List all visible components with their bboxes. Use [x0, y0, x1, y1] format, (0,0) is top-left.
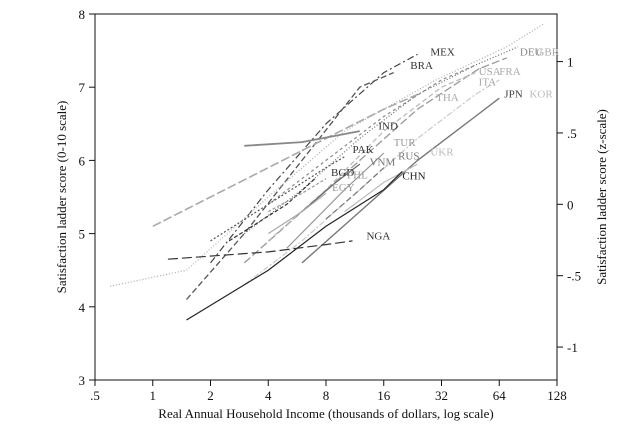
y-tick-label: 5: [79, 227, 86, 242]
y-tick-label: 3: [79, 373, 86, 388]
series-line-usa: [267, 64, 476, 205]
label-usa: USA: [479, 66, 501, 78]
x-tick-label: 32: [435, 388, 448, 403]
label-vnm: VNM: [370, 157, 396, 169]
series-line-rus: [325, 167, 385, 220]
series-line-phl: [268, 178, 327, 213]
series-line-tur: [286, 152, 385, 249]
series-line-tha: [152, 93, 418, 228]
label-tur: TUR: [394, 137, 417, 149]
y-tick-label: 7: [79, 80, 86, 95]
label-pak: PAK: [353, 144, 374, 156]
label-jpn: JPN: [504, 88, 522, 100]
y-tick-label: 4: [79, 300, 86, 315]
y2-axis-title: Satisfaction ladder score (z-scale): [594, 109, 609, 285]
x-tick-label: 2: [207, 388, 214, 403]
label-nga: NGA: [366, 230, 390, 242]
series-line-nga: [167, 240, 353, 260]
y-axis-title: Satisfaction ladder score (0-10 scale): [54, 101, 69, 294]
y2-tick-label: -.5: [567, 269, 581, 284]
label-egy: EGY: [332, 182, 355, 194]
y2-tick-label: 1: [567, 55, 574, 70]
series-line-chn: [186, 170, 403, 321]
label-ind: IND: [378, 121, 398, 133]
series-line-egy: [267, 192, 327, 235]
y2-tick-label: -1: [567, 340, 578, 355]
series-line-mex: [210, 53, 418, 264]
x-tick-label: 128: [547, 388, 567, 403]
label-rus: RUS: [398, 151, 419, 163]
series-line-kor: [243, 79, 500, 286]
series-line-ind: [244, 130, 360, 147]
series-line-bra: [186, 72, 394, 300]
label-deu: DEU: [520, 47, 543, 59]
label-tha: THA: [436, 92, 459, 104]
y2-tick-label: .5: [567, 126, 577, 141]
x-tick-label: .5: [90, 388, 100, 403]
x-tick-label: 16: [377, 388, 391, 403]
series-line-deu: [243, 46, 519, 235]
label-phl: PHL: [347, 170, 368, 182]
series-line-vnm: [301, 163, 361, 213]
label-ita: ITA: [479, 77, 497, 89]
series-line-fra: [243, 57, 507, 264]
x-tick-label: 8: [323, 388, 330, 403]
x-axis-title: Real Annual Household Income (thousands …: [158, 406, 493, 421]
series-line-bgd: [228, 178, 316, 242]
series-line-jpn: [301, 97, 500, 264]
label-fra: FRA: [499, 66, 520, 78]
label-ukr: UKR: [430, 146, 454, 158]
series-line-ukr: [344, 163, 418, 213]
label-kor: KOR: [529, 88, 553, 100]
label-mex: MEX: [430, 47, 455, 59]
y-tick-label: 8: [79, 7, 86, 22]
series-line-gbr: [110, 22, 545, 287]
label-bra: BRA: [410, 60, 433, 72]
label-chn: CHN: [402, 170, 425, 182]
y2-tick-label: 0: [567, 197, 574, 212]
x-tick-label: 64: [493, 388, 507, 403]
label-gbr: GBR: [536, 47, 559, 59]
y-tick-label: 6: [79, 153, 86, 168]
x-tick-label: 1: [150, 388, 157, 403]
label-bgd: BGD: [331, 167, 354, 179]
x-tick-label: 4: [265, 388, 272, 403]
